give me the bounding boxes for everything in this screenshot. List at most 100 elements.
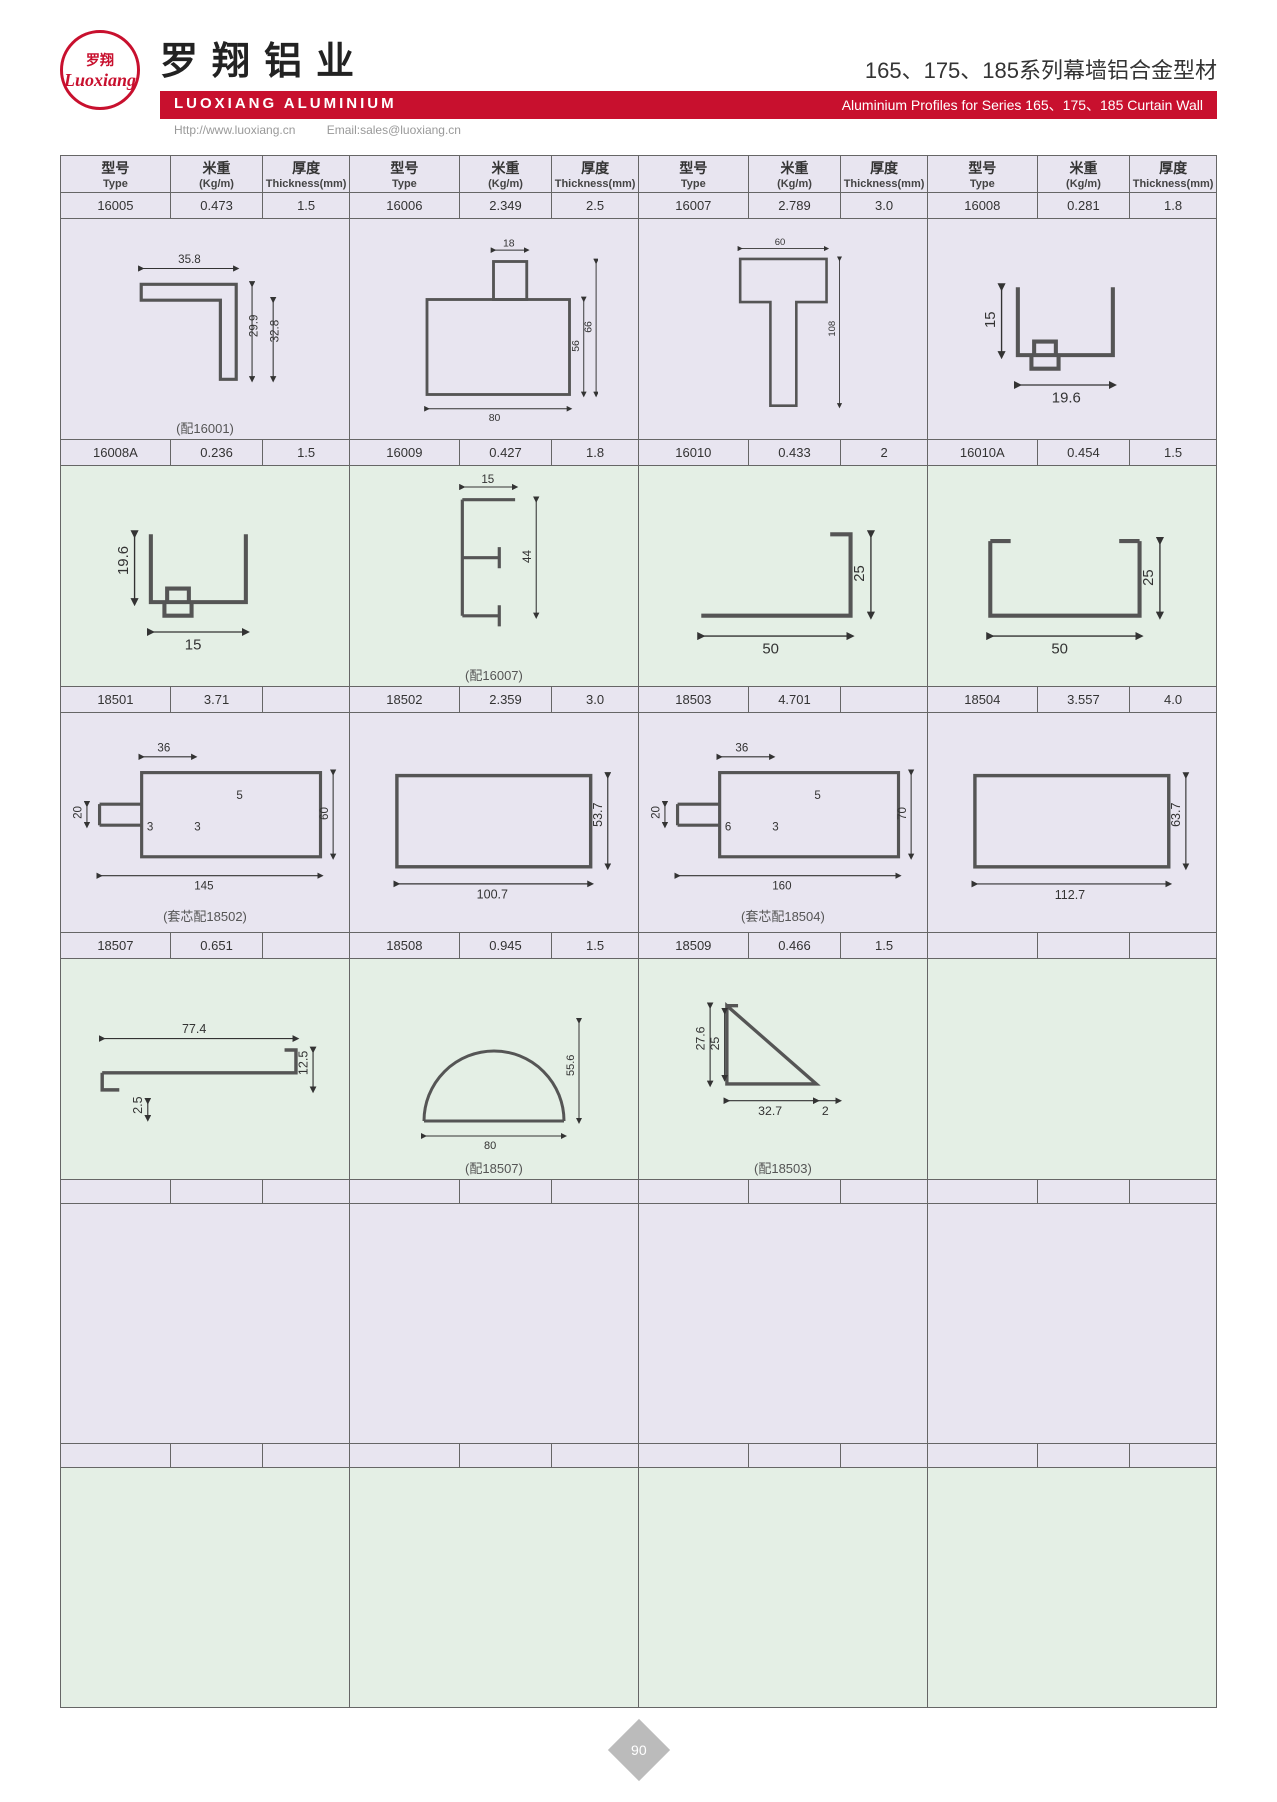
diagram-cell: 19.6 15 — [61, 466, 350, 687]
series-title-cn: 165、175、185系列幕墙铝合金型材 — [865, 53, 1217, 85]
svg-text:6: 6 — [725, 822, 731, 834]
diagram-note: (配16001) — [61, 418, 349, 437]
svg-text:15: 15 — [982, 311, 999, 328]
cell-weight — [1037, 933, 1129, 959]
diagram-cell: 36 20 6 3 5 70 160 (套芯配18504) — [638, 713, 927, 933]
cell-thickness: 4.0 — [1130, 687, 1217, 713]
svg-text:25: 25 — [708, 1037, 722, 1051]
page-number-badge: 90 — [607, 1719, 669, 1781]
svg-text:100.7: 100.7 — [477, 888, 508, 902]
cell-weight: 0.945 — [459, 933, 551, 959]
svg-text:50: 50 — [763, 640, 780, 657]
cell-type: 18507 — [61, 933, 171, 959]
diagram-cell: 15 19.6 — [927, 219, 1216, 440]
diagram-row: 19.6 15 15 44 (配16007) 50 25 50 25 — [61, 466, 1217, 687]
col-type: 型号Type — [61, 156, 171, 193]
cell-weight: 0.651 — [170, 933, 262, 959]
cell-type: 18504 — [927, 687, 1037, 713]
svg-text:19.6: 19.6 — [1052, 389, 1081, 406]
cell-weight: 0.433 — [748, 440, 840, 466]
svg-text:66: 66 — [584, 320, 595, 332]
svg-text:108: 108 — [827, 320, 838, 336]
svg-text:145: 145 — [194, 880, 213, 892]
spec-row: 16005 0.473 1.516006 2.349 2.516007 2.78… — [61, 193, 1217, 219]
svg-text:80: 80 — [489, 413, 501, 423]
svg-text:36: 36 — [158, 743, 171, 755]
svg-text:77.4: 77.4 — [182, 1022, 206, 1036]
diagram-note: (配16007) — [350, 665, 638, 684]
svg-text:112.7: 112.7 — [1055, 888, 1085, 902]
contact-links: Http://www.luoxiang.cn Email:sales@luoxi… — [160, 119, 1217, 137]
svg-text:160: 160 — [772, 880, 791, 892]
diagram-note: (套芯配18504) — [639, 906, 927, 925]
cell-thickness: 1.5 — [1130, 440, 1217, 466]
cell-weight: 2.359 — [459, 687, 551, 713]
col-thickness: 厚度Thickness(mm) — [841, 156, 928, 193]
cell-thickness: 3.0 — [841, 193, 928, 219]
email: Email:sales@luoxiang.cn — [327, 123, 461, 137]
cell-thickness: 1.5 — [552, 933, 639, 959]
spec-row: 18501 3.71 18502 2.359 3.018503 4.701 18… — [61, 687, 1217, 713]
cell-type: 18508 — [349, 933, 459, 959]
cell-type — [927, 933, 1037, 959]
spec-row: 18507 0.651 18508 0.945 1.518509 0.466 1… — [61, 933, 1217, 959]
col-type: 型号Type — [349, 156, 459, 193]
diagram-cell — [927, 959, 1216, 1180]
svg-text:20: 20 — [651, 806, 663, 819]
diagram-cell: 18 80 56 66 — [349, 219, 638, 440]
svg-text:63.7: 63.7 — [1169, 802, 1183, 826]
diagram-cell: 100.7 53.7 — [349, 713, 638, 933]
diagram-cell: 36 20 3 3 5 60 145 (套芯配18502) — [61, 713, 350, 933]
logo: 罗翔 Luoxiang — [60, 30, 140, 110]
cell-type: 16009 — [349, 440, 459, 466]
logo-cn: 罗翔 — [86, 50, 114, 70]
cell-type: 16010A — [927, 440, 1037, 466]
empty-data-row-2 — [61, 1444, 1217, 1468]
diagram-note: (配18503) — [639, 1158, 927, 1177]
cell-thickness — [263, 933, 350, 959]
cell-type: 18502 — [349, 687, 459, 713]
col-weight: 米重(Kg/m) — [459, 156, 551, 193]
cell-type: 18501 — [61, 687, 171, 713]
diagram-cell: 50 25 — [638, 466, 927, 687]
svg-text:32.8: 32.8 — [269, 320, 282, 343]
cell-weight: 3.557 — [1037, 687, 1129, 713]
svg-text:55.6: 55.6 — [565, 1055, 577, 1076]
col-type: 型号Type — [927, 156, 1037, 193]
svg-text:53.7: 53.7 — [591, 802, 605, 826]
diagram-row: 36 20 3 3 5 60 145 (套芯配18502) 100.7 53.7… — [61, 713, 1217, 933]
diagram-cell: 60 108 — [638, 219, 927, 440]
svg-text:56: 56 — [571, 339, 582, 351]
page-header: 罗翔 Luoxiang 罗翔铝业 165、175、185系列幕墙铝合金型材 LU… — [60, 30, 1217, 137]
svg-text:44: 44 — [521, 550, 534, 563]
cell-type: 16006 — [349, 193, 459, 219]
diagram-cell: 77.4 12.5 2.5 — [61, 959, 350, 1180]
svg-text:25: 25 — [1140, 569, 1157, 586]
cell-weight: 4.701 — [748, 687, 840, 713]
cell-thickness: 2 — [841, 440, 928, 466]
cell-thickness: 2.5 — [552, 193, 639, 219]
cell-type: 18509 — [638, 933, 748, 959]
svg-text:3: 3 — [147, 822, 153, 834]
diagram-cell: 80 55.6 (配18507) — [349, 959, 638, 1180]
brand-name-cn: 罗翔铝业 — [160, 30, 368, 85]
svg-text:19.6: 19.6 — [115, 545, 132, 574]
logo-en: Luoxiang — [64, 70, 136, 91]
cell-type: 16008 — [927, 193, 1037, 219]
empty-diagram-row — [61, 1204, 1217, 1444]
cell-weight: 0.236 — [170, 440, 262, 466]
red-banner: LUOXIANG ALUMINIUM Aluminium Profiles fo… — [160, 91, 1217, 119]
col-thickness: 厚度Thickness(mm) — [552, 156, 639, 193]
svg-text:60: 60 — [319, 807, 331, 820]
svg-text:18: 18 — [503, 238, 515, 249]
cell-thickness: 1.5 — [263, 193, 350, 219]
svg-text:12.5: 12.5 — [297, 1051, 311, 1075]
svg-text:36: 36 — [736, 743, 749, 755]
col-weight: 米重(Kg/m) — [748, 156, 840, 193]
svg-text:15: 15 — [481, 473, 494, 486]
brand-name-en: LUOXIANG ALUMINIUM — [160, 91, 460, 119]
cell-weight: 0.281 — [1037, 193, 1129, 219]
col-weight: 米重(Kg/m) — [170, 156, 262, 193]
diagram-row: 77.4 12.5 2.5 80 55.6 (配18507) 27.6 25 3… — [61, 959, 1217, 1180]
cell-type: 18503 — [638, 687, 748, 713]
